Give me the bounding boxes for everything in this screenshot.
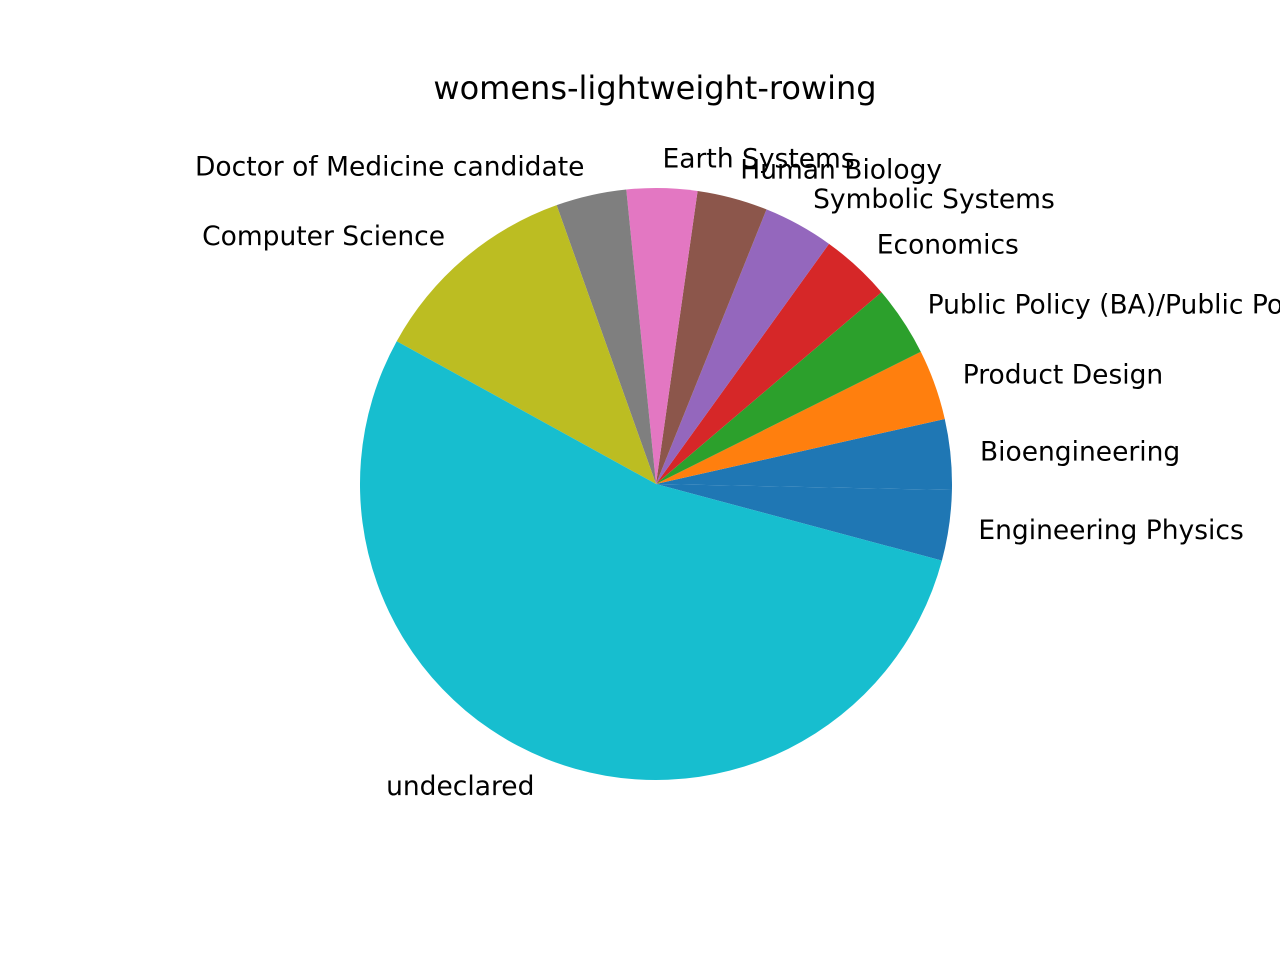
pie-label-bioengineering: Bioengineering — [980, 436, 1180, 467]
pie-slices — [359, 188, 953, 781]
pie-label-undeclared: undeclared — [386, 771, 534, 802]
pie-label-human-biology: Human Biology — [740, 154, 942, 185]
pie-label-earth-systems: Earth Systems — [663, 143, 855, 174]
pie-label-product-design: Product Design — [963, 360, 1164, 391]
pie-slice-undeclared — [359, 341, 942, 781]
pie-slice-doctor-of-medicine-candidate — [556, 189, 656, 484]
pie-slice-engineering-physics — [656, 484, 952, 561]
pie-slice-bioengineering — [656, 418, 953, 490]
pie-slice-human-biology — [656, 190, 767, 484]
pie-label-public-policy-ba-public-policy-mpp: Public Policy (BA)/Public Policy (MPP) — [928, 289, 1280, 320]
pie-labels: Engineering Physics Bioengineering Product… — [195, 143, 1280, 802]
chart-title: womens-lightweight-rowing — [433, 69, 876, 107]
pie-slice-economics — [656, 243, 882, 484]
pie-label-symbolic-systems: Symbolic Systems — [813, 184, 1055, 215]
pie-slice-symbolic-systems — [656, 209, 830, 484]
pie-slice-public-policy-ba-public-policy-mpp — [656, 292, 921, 484]
pie-label-engineering-physics: Engineering Physics — [978, 515, 1243, 546]
pie-label-doctor-of-medicine-candidate: Doctor of Medicine candidate — [195, 151, 584, 182]
pie-label-economics: Economics — [877, 230, 1019, 261]
pie-slice-computer-science — [396, 205, 656, 484]
pie-slice-earth-systems — [626, 188, 698, 484]
pie-label-computer-science: Computer Science — [202, 221, 445, 252]
pie-slice-product-design — [656, 351, 945, 484]
